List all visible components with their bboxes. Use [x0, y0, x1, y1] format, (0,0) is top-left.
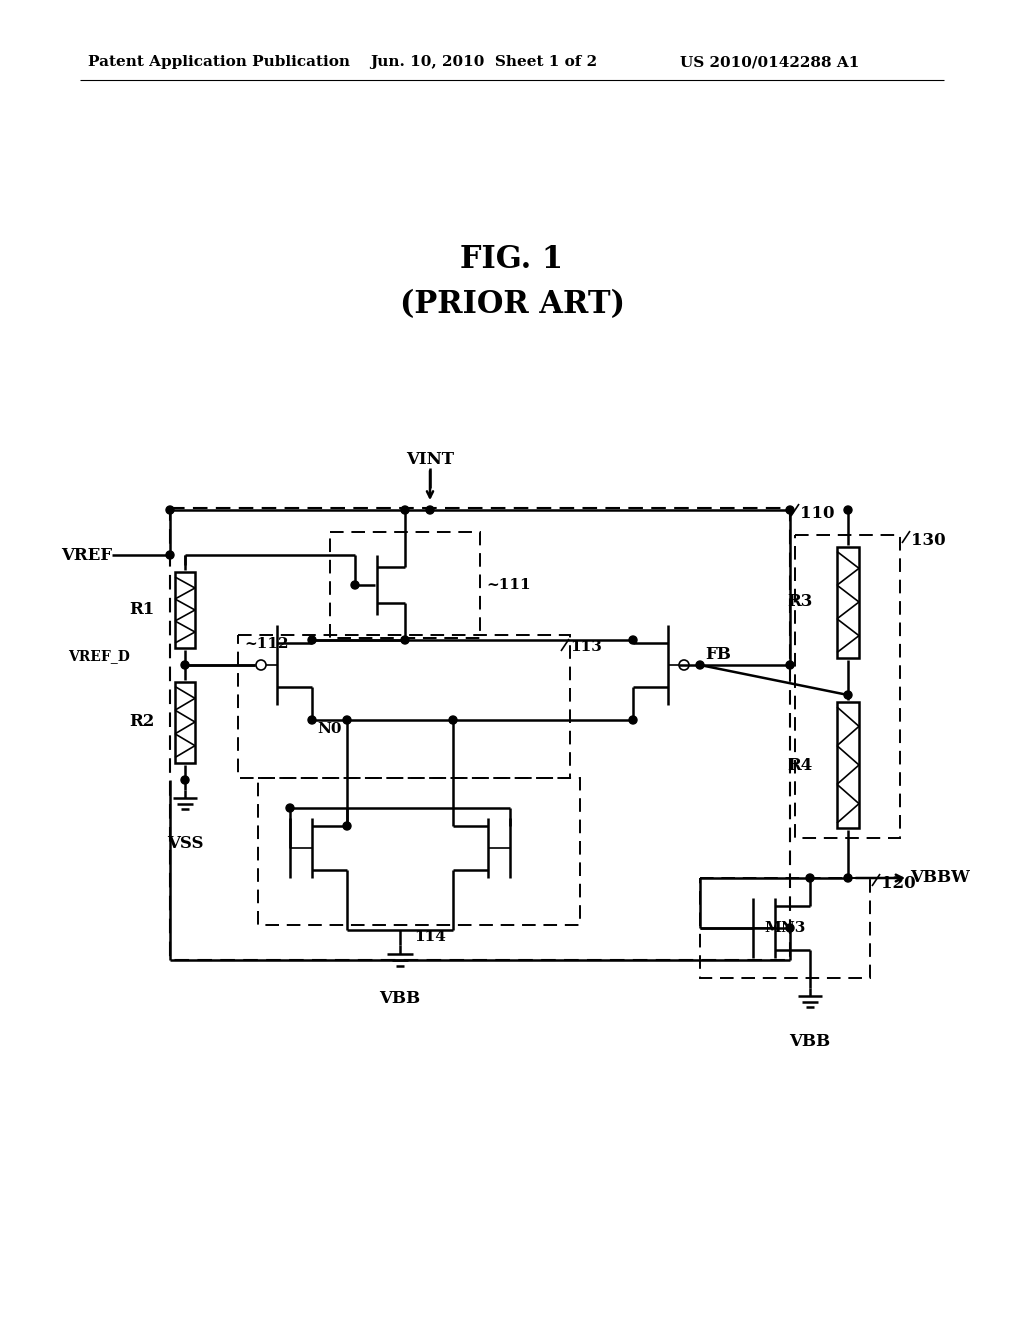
- Circle shape: [449, 715, 457, 723]
- Bar: [837, 702, 859, 828]
- Circle shape: [343, 715, 351, 723]
- Bar: [330, 532, 480, 638]
- Circle shape: [351, 581, 359, 589]
- Circle shape: [308, 636, 316, 644]
- Text: FB: FB: [705, 645, 731, 663]
- Circle shape: [786, 924, 794, 932]
- Circle shape: [166, 550, 174, 558]
- Text: R2: R2: [130, 714, 155, 730]
- Text: FIG. 1: FIG. 1: [461, 244, 563, 276]
- Circle shape: [844, 874, 852, 882]
- Circle shape: [286, 804, 294, 812]
- Text: R1: R1: [130, 602, 155, 619]
- Bar: [258, 777, 580, 925]
- Text: VBBW: VBBW: [910, 870, 970, 887]
- Circle shape: [806, 874, 814, 882]
- Bar: [700, 878, 870, 978]
- Text: VSS: VSS: [167, 836, 203, 851]
- Text: 130: 130: [911, 532, 945, 549]
- Text: 120: 120: [881, 875, 915, 892]
- Text: US 2010/0142288 A1: US 2010/0142288 A1: [680, 55, 859, 69]
- Text: VBB: VBB: [380, 990, 421, 1007]
- Bar: [238, 635, 570, 777]
- Circle shape: [786, 661, 794, 669]
- Circle shape: [629, 715, 637, 723]
- Circle shape: [696, 661, 705, 669]
- Text: ~112: ~112: [244, 638, 289, 651]
- Circle shape: [786, 506, 794, 513]
- Circle shape: [401, 506, 409, 513]
- Text: (PRIOR ART): (PRIOR ART): [399, 289, 625, 321]
- Text: VREF: VREF: [60, 546, 112, 564]
- Bar: [837, 546, 859, 657]
- Text: ~111: ~111: [486, 578, 530, 591]
- Bar: [795, 535, 900, 838]
- Text: Jun. 10, 2010  Sheet 1 of 2: Jun. 10, 2010 Sheet 1 of 2: [370, 55, 597, 69]
- Circle shape: [629, 636, 637, 644]
- Circle shape: [308, 715, 316, 723]
- Text: VREF_D: VREF_D: [69, 649, 130, 663]
- Circle shape: [181, 661, 189, 669]
- Circle shape: [343, 822, 351, 830]
- Text: N0: N0: [317, 722, 341, 737]
- Text: Patent Application Publication: Patent Application Publication: [88, 55, 350, 69]
- Circle shape: [844, 690, 852, 700]
- Circle shape: [426, 506, 434, 513]
- Circle shape: [166, 506, 174, 513]
- Text: VBB: VBB: [790, 1034, 830, 1049]
- Bar: [175, 572, 195, 648]
- Circle shape: [401, 636, 409, 644]
- Text: 113: 113: [570, 640, 602, 653]
- Text: MN3: MN3: [764, 921, 806, 935]
- Circle shape: [844, 506, 852, 513]
- Circle shape: [181, 776, 189, 784]
- Bar: [175, 681, 195, 763]
- Text: R4: R4: [787, 756, 813, 774]
- Bar: [170, 508, 790, 960]
- Text: 110: 110: [800, 506, 835, 521]
- Text: R3: R3: [787, 594, 813, 610]
- Text: VINT: VINT: [406, 451, 454, 469]
- Text: 114: 114: [414, 931, 445, 944]
